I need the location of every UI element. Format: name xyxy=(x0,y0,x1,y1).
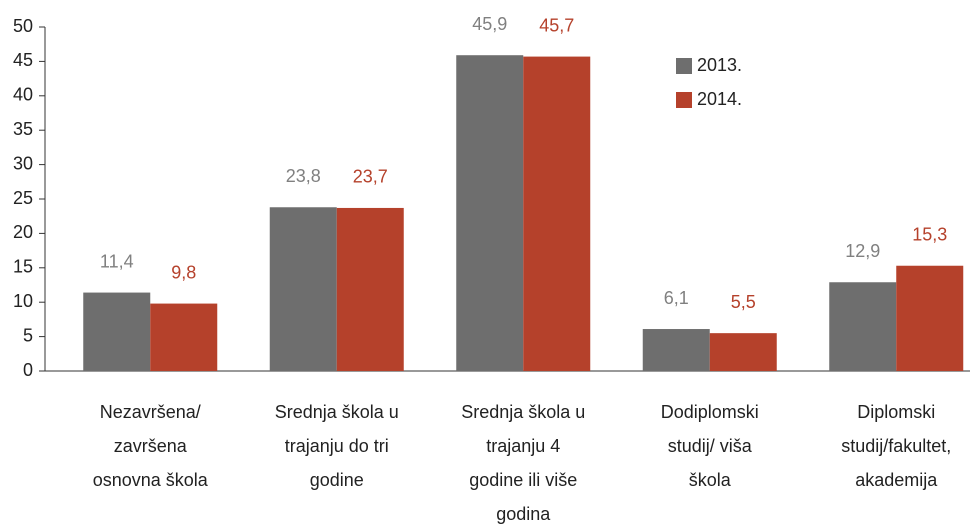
bar xyxy=(523,56,591,372)
data-label: 6,1 xyxy=(664,288,689,308)
legend-swatch xyxy=(676,58,692,74)
y-tick-label: 35 xyxy=(13,119,33,139)
bar xyxy=(456,55,524,371)
bar xyxy=(336,207,404,371)
y-tick-label: 0 xyxy=(23,360,33,380)
x-tick-label: Diplomski studij/fakultet, akademija xyxy=(841,402,952,490)
y-tick-label: 5 xyxy=(23,325,33,345)
bar xyxy=(642,329,710,371)
data-label: 9,8 xyxy=(171,262,196,282)
y-tick-label: 20 xyxy=(13,222,33,242)
data-label: 5,5 xyxy=(731,292,756,312)
data-label: 15,3 xyxy=(912,224,947,244)
y-tick-label: 10 xyxy=(13,291,33,311)
bar xyxy=(83,292,151,371)
y-tick-label: 15 xyxy=(13,257,33,277)
data-label: 11,4 xyxy=(100,251,134,271)
y-tick-label: 50 xyxy=(13,16,33,36)
x-tick-label: Nezavršena/ završena osnovna škola xyxy=(92,402,208,490)
bar xyxy=(896,265,964,371)
legend-label: 2013. xyxy=(697,55,742,75)
y-tick-label: 25 xyxy=(13,188,33,208)
x-tick-label: Dodiplomski studij/ viša škola xyxy=(660,402,759,490)
bar xyxy=(150,303,218,371)
y-tick-label: 45 xyxy=(13,50,33,70)
legend-label: 2014. xyxy=(697,89,742,109)
bar xyxy=(709,333,777,371)
y-tick-label: 40 xyxy=(13,85,33,105)
x-tick-label: Srednja škola u trajanju do tri godine xyxy=(274,402,399,490)
legend-swatch xyxy=(676,92,692,108)
data-label: 23,8 xyxy=(286,166,321,186)
x-tick-label: Srednja škola u trajanju 4 godine ili vi… xyxy=(461,402,586,524)
bar xyxy=(269,207,337,371)
data-label: 45,9 xyxy=(472,14,507,34)
data-label: 12,9 xyxy=(845,241,880,261)
bar xyxy=(829,282,897,371)
data-label: 23,7 xyxy=(353,167,388,187)
y-tick-label: 30 xyxy=(13,153,33,173)
data-label: 45,7 xyxy=(539,15,574,35)
